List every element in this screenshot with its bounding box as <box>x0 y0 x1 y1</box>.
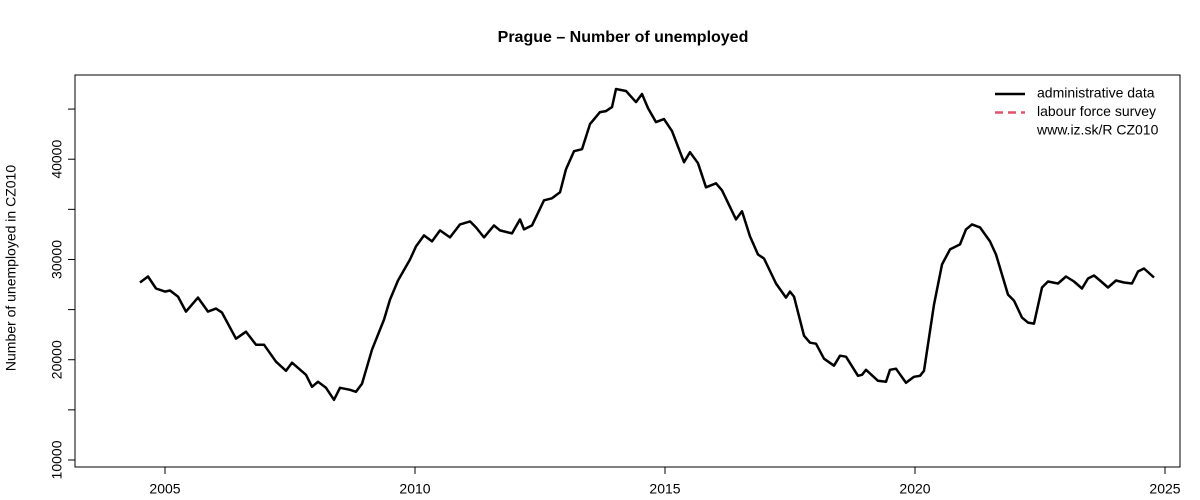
x-tick-label: 2010 <box>399 481 430 497</box>
y-tick-label: 30000 <box>49 240 65 279</box>
y-axis-label: Number of unemployed in CZ010 <box>3 165 19 371</box>
legend-note: www.iz.sk/R CZ010 <box>1036 122 1159 138</box>
chart-title: Prague – Number of unemployed <box>498 29 749 46</box>
x-tick-label: 2015 <box>649 481 680 497</box>
data-line <box>139 87 1155 402</box>
legend-label: administrative data <box>1037 85 1155 101</box>
x-tick-label: 2005 <box>149 481 180 497</box>
y-tick-label: 40000 <box>49 140 65 179</box>
legend-label: labour force survey <box>1037 103 1156 119</box>
x-tick-label: 2020 <box>899 481 930 497</box>
plot-frame <box>74 74 1181 468</box>
y-tick-label: 10000 <box>49 440 65 479</box>
y-tick-label: 20000 <box>49 340 65 379</box>
x-tick-label: 2025 <box>1149 481 1180 497</box>
